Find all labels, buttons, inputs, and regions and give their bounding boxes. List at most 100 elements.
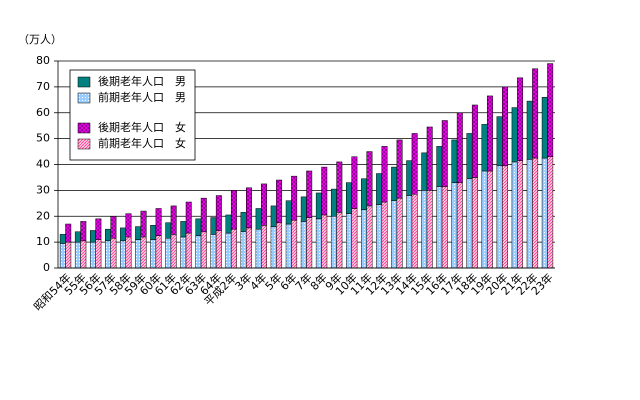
bar-segment	[180, 221, 187, 238]
bar-segment	[421, 152, 428, 191]
bar-segment	[406, 195, 413, 269]
bar-segment	[210, 234, 217, 269]
bar-segment	[255, 208, 262, 230]
bar-segment	[321, 214, 328, 269]
bar-segment	[89, 230, 96, 243]
bar-segment	[406, 160, 413, 196]
bar-segment	[80, 221, 87, 242]
bar-segment	[456, 112, 463, 183]
legend-swatch	[77, 92, 91, 104]
bar-segment	[240, 231, 247, 269]
bar-segment	[421, 190, 428, 269]
y-tick-label: 80	[36, 54, 50, 67]
bar-segment	[276, 179, 283, 223]
bar-segment	[200, 231, 207, 269]
bar-segment	[351, 156, 358, 209]
bar-segment	[230, 228, 237, 269]
y-axis-label: （万人）	[18, 33, 62, 46]
bar-segment	[74, 241, 81, 269]
bar-segment	[411, 194, 418, 269]
bar-segment	[391, 166, 398, 201]
bar-segment	[426, 126, 433, 191]
bar-segment	[110, 237, 117, 269]
bar-segment	[541, 96, 548, 159]
bar-segment	[547, 63, 554, 157]
bar-segment	[481, 124, 488, 172]
bar-segment	[170, 205, 177, 235]
bar-segment	[105, 240, 111, 269]
bar-segment	[321, 166, 328, 216]
bar-segment	[361, 209, 367, 269]
bar-segment	[315, 192, 322, 220]
bar-segment	[517, 77, 524, 161]
y-tick-label: 30	[36, 183, 50, 196]
bar-segment	[451, 139, 458, 183]
bar-segment	[120, 240, 127, 269]
bar-segment	[381, 201, 388, 269]
bar-segment	[195, 235, 202, 269]
bar-segment	[225, 232, 232, 269]
bar-segment	[125, 236, 132, 269]
bar-segment	[276, 222, 283, 269]
bar-segment	[155, 235, 162, 269]
y-tick-label: 70	[36, 80, 50, 93]
bar-segment	[315, 218, 322, 269]
bar-segment	[230, 190, 237, 230]
bar-segment	[532, 68, 539, 159]
bar-segment	[547, 156, 554, 269]
bar-segment	[441, 120, 448, 187]
bar-segment	[89, 241, 96, 269]
bar-segment	[165, 237, 172, 269]
bar-segment	[376, 173, 383, 205]
bar-segment	[155, 208, 162, 236]
y-tick-label: 60	[36, 106, 50, 119]
bar-segment	[330, 216, 337, 269]
bar-segment	[261, 225, 267, 269]
legend-label: 前期老年人口 男	[98, 90, 186, 104]
bar-segment	[74, 231, 81, 243]
bar-segment	[330, 188, 337, 217]
bar-segment	[361, 178, 367, 211]
bar-segment	[366, 205, 373, 269]
bar-segment	[215, 195, 222, 231]
bar-segment	[481, 170, 488, 269]
legend-swatch	[77, 138, 91, 150]
bar-segment	[120, 227, 127, 242]
bar-segment	[291, 175, 298, 221]
bar-segment	[511, 161, 518, 269]
legend-label: 後期老年人口 女	[98, 120, 186, 134]
bar-segment	[210, 217, 217, 235]
bar-segment	[396, 139, 403, 199]
bar-segment	[336, 161, 343, 213]
bar-segment	[451, 182, 458, 269]
bar-segment	[95, 218, 102, 240]
bar-segment	[336, 212, 343, 269]
bar-segment	[456, 182, 463, 269]
bar-segment	[200, 197, 207, 233]
bar-segment	[376, 204, 383, 269]
bar-segment	[261, 183, 267, 226]
bar-segment	[125, 213, 132, 238]
legend-label: 前期老年人口 女	[98, 136, 186, 150]
legend-swatch	[77, 122, 91, 134]
bar-segment	[436, 146, 443, 187]
bar-segment	[285, 223, 292, 269]
bar-segment	[140, 236, 147, 269]
bar-segment	[165, 222, 172, 239]
bar-segment	[306, 217, 313, 269]
bar-segment	[59, 234, 66, 244]
bar-segment	[502, 86, 508, 167]
bar-segment	[110, 216, 117, 239]
y-tick-label: 40	[36, 158, 50, 171]
bar-segment	[291, 219, 298, 269]
y-tick-label: 10	[36, 235, 50, 248]
bar-segment	[346, 182, 352, 214]
y-tick-label: 50	[36, 132, 50, 145]
bar-segment	[185, 201, 192, 234]
bar-segment	[471, 104, 478, 178]
legend-label: 後期老年人口 男	[98, 74, 186, 88]
bar-segment	[517, 160, 524, 269]
bar-segment	[396, 197, 403, 269]
bar-segment	[486, 95, 493, 172]
